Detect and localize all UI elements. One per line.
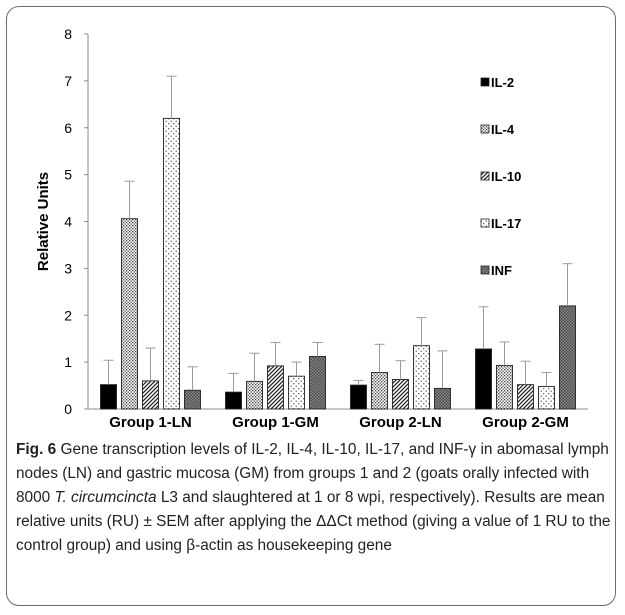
- legend-label: INF: [491, 263, 512, 278]
- y-tick-label: 6: [64, 120, 72, 136]
- caption-text-2: L3 and slaughtered at 1 or 8 wpi, respec…: [16, 489, 611, 554]
- legend-label: IL-17: [491, 216, 521, 231]
- y-axis-title: Relative Units: [35, 172, 52, 271]
- caption-label: Fig. 6: [16, 441, 57, 458]
- y-tick-label: 7: [64, 73, 72, 89]
- bar: [517, 384, 534, 410]
- bar: [475, 348, 492, 410]
- y-tick-label: 5: [64, 167, 72, 183]
- bar: [121, 218, 138, 410]
- bar: [350, 384, 367, 410]
- legend-swatch: [480, 124, 490, 134]
- legend-swatch: [480, 171, 490, 181]
- bar: [246, 380, 263, 410]
- x-tick-label: Group 1-GM: [232, 414, 319, 431]
- bar: [184, 389, 201, 410]
- bar: [142, 380, 159, 410]
- bar: [309, 356, 326, 410]
- y-tick-label: 4: [64, 214, 72, 230]
- bar: [225, 391, 242, 410]
- bar: [288, 375, 305, 410]
- y-tick-label: 1: [64, 354, 72, 370]
- bar: [371, 371, 388, 410]
- y-tick-label: 0: [64, 401, 72, 417]
- bar: [434, 387, 451, 410]
- legend-label: IL-2: [491, 75, 514, 90]
- figure-frame: [6, 6, 616, 606]
- x-tick-label: Group 2-GM: [482, 414, 569, 431]
- x-tick-label: Group 2-LN: [359, 414, 442, 431]
- bar: [267, 365, 284, 410]
- y-tick-label: 2: [64, 307, 72, 323]
- bar: [163, 117, 180, 410]
- legend-swatch: [480, 77, 490, 87]
- caption-text-1: Gene transcription levels of IL-2, IL-4,…: [16, 441, 609, 506]
- bar: [538, 386, 555, 410]
- bar: [559, 305, 576, 410]
- caption-species: T. circumcincta: [54, 489, 157, 506]
- legend-label: IL-4: [491, 122, 515, 137]
- bar: [392, 379, 409, 410]
- y-tick-label: 8: [64, 26, 72, 42]
- bar: [100, 384, 117, 410]
- figure-caption: Fig. 6 Gene transcription levels of IL-2…: [16, 438, 614, 558]
- legend-swatch: [480, 265, 490, 275]
- legend-label: IL-10: [491, 169, 521, 184]
- bar: [496, 364, 513, 410]
- x-tick-label: Group 1-LN: [109, 414, 192, 431]
- bar-chart: 0 1 2 3 4 5 6 7 8 Relative Units Group 1-LN Group 1…: [35, 26, 588, 431]
- legend-swatch: [480, 218, 490, 228]
- y-tick-label: 3: [64, 260, 72, 276]
- bar: [413, 345, 430, 410]
